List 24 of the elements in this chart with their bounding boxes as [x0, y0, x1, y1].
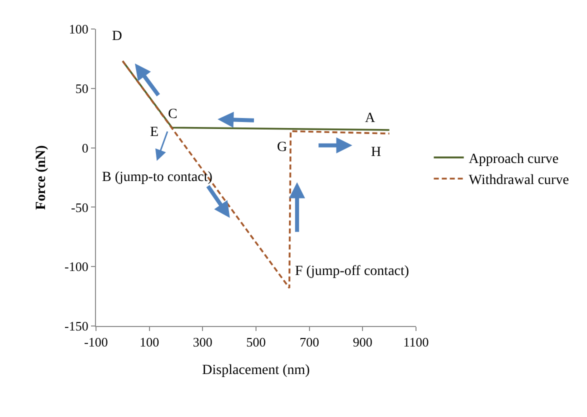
annotation: A: [365, 111, 376, 126]
y-tick-label: -150: [64, 318, 88, 334]
annotation: D: [112, 29, 122, 44]
x-tick-label: 100: [140, 334, 160, 350]
x-tick-label: 1100: [403, 334, 429, 350]
annotation: E: [150, 125, 159, 140]
y-tick-label: 0: [82, 140, 88, 156]
x-axis-title: Displacement (nm): [202, 362, 310, 378]
x-tick-label: 500: [246, 334, 266, 350]
legend-label: Withdrawal curve: [468, 173, 569, 188]
x-tick-label: 700: [300, 334, 320, 350]
annotation: F (jump-off contact): [295, 264, 410, 279]
y-tick-label: 50: [75, 80, 88, 96]
x-tick-label: 300: [192, 334, 212, 350]
annotation: C: [168, 107, 178, 122]
y-tick-label: 100: [68, 22, 88, 37]
annotation: B (jump-to contact): [102, 170, 213, 185]
y-axis-title: Force (nN): [34, 144, 50, 210]
y-tick-label: -50: [71, 200, 88, 215]
x-tick-label: 900: [352, 334, 372, 350]
annotation: G: [277, 140, 288, 155]
legend-label: Approach curve: [468, 152, 559, 167]
y-tick-label: -100: [64, 259, 88, 274]
annotation: H: [371, 145, 382, 160]
